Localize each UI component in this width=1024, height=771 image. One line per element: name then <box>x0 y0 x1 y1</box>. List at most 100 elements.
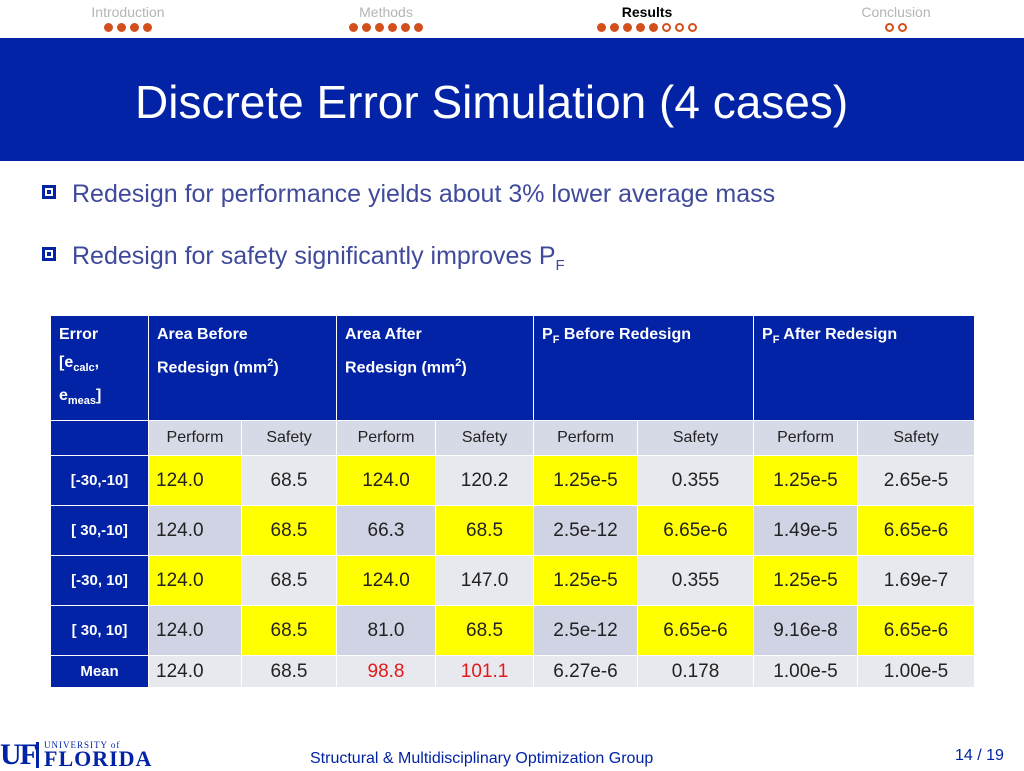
row-label: [-30,-10] <box>50 455 149 507</box>
logo-uf-mark: UF <box>0 738 38 771</box>
subheader-blank-cell <box>50 420 149 457</box>
table-row: [ 30, 10] 124.0 68.5 81.0 68.5 2.5e-12 6… <box>50 605 976 657</box>
nav-dot[interactable] <box>104 23 113 32</box>
nav-dots-methods <box>331 23 441 35</box>
subheader-cell: Perform <box>148 420 242 457</box>
header-text: P <box>762 326 773 343</box>
header-superscript: 2 <box>267 357 274 369</box>
nav-dot[interactable] <box>388 23 397 32</box>
table-cell: 1.00e-5 <box>857 655 976 689</box>
logo-florida-text: FLORIDA <box>44 746 153 771</box>
nav-dot[interactable] <box>649 23 658 32</box>
table-cell: 1.49e-5 <box>753 505 859 557</box>
bullet-square-icon <box>42 247 56 261</box>
nav-dot[interactable] <box>662 23 671 32</box>
header-text: After Redesign <box>779 326 898 343</box>
table-row: [-30, 10] 124.0 68.5 124.0 147.0 1.25e-5… <box>50 555 976 607</box>
table-cell: 66.3 <box>336 505 437 557</box>
nav-dots-introduction <box>82 23 174 35</box>
nav-label-methods[interactable]: Methods <box>359 4 413 20</box>
table-subheader-row: Perform Safety Perform Safety Perform Sa… <box>50 420 976 457</box>
header-text: [e <box>59 354 74 371</box>
nav-section-conclusion[interactable]: Conclusion <box>852 4 940 35</box>
nav-dot[interactable] <box>143 23 152 32</box>
table-header-row: Error [ecalc, emeas] Area Before Redesig… <box>50 314 976 422</box>
table-cell: 6.65e-6 <box>857 505 976 557</box>
table-cell: 9.16e-8 <box>753 605 859 657</box>
footer-group-name: Structural & Multidisciplinary Optimizat… <box>310 750 654 767</box>
table-cell: 1.69e-7 <box>857 555 976 607</box>
header-text: P <box>542 326 553 343</box>
nav-dot[interactable] <box>117 23 126 32</box>
table-cell: 6.65e-6 <box>857 605 976 657</box>
nav-dot[interactable] <box>414 23 423 32</box>
table-cell: 2.5e-12 <box>533 505 639 557</box>
nav-dot[interactable] <box>597 23 606 32</box>
nav-dot[interactable] <box>636 23 645 32</box>
header-subscript: F <box>552 334 560 347</box>
row-label: [-30, 10] <box>50 555 149 607</box>
table-cell: 6.65e-6 <box>637 605 755 657</box>
section-navigation: Introduction Methods Results Conclusion <box>0 0 1024 38</box>
subheader-cell: Perform <box>533 420 639 457</box>
table-cell: 81.0 <box>336 605 437 657</box>
nav-dots-results <box>583 23 711 35</box>
table-cell: 68.5 <box>240 605 338 657</box>
nav-dot[interactable] <box>401 23 410 32</box>
header-subscript: meas <box>67 395 97 408</box>
row-label: [ 30,-10] <box>50 505 149 557</box>
header-text: ) <box>461 359 467 377</box>
nav-dot[interactable] <box>610 23 619 32</box>
table-cell: 1.25e-5 <box>533 455 639 507</box>
nav-dot[interactable] <box>130 23 139 32</box>
table-row: [-30,-10] 124.0 68.5 124.0 120.2 1.25e-5… <box>50 455 976 507</box>
nav-label-conclusion[interactable]: Conclusion <box>861 4 931 20</box>
header-text: Redesign (mm <box>157 359 268 377</box>
table-cell: 0.355 <box>637 555 755 607</box>
header-text: Area After <box>345 326 422 343</box>
subheader-cell: Safety <box>435 420 535 457</box>
nav-dot[interactable] <box>675 23 684 32</box>
nav-dot[interactable] <box>688 23 697 32</box>
nav-section-results[interactable]: Results <box>583 4 711 35</box>
table-cell: 1.25e-5 <box>753 455 859 507</box>
table-cell: 1.25e-5 <box>753 555 859 607</box>
header-text: Redesign (mm <box>345 359 456 377</box>
nav-dot[interactable] <box>885 23 894 32</box>
table-cell: 101.1 <box>435 655 535 689</box>
nav-dot[interactable] <box>375 23 384 32</box>
subheader-cell: Perform <box>336 420 437 457</box>
table-cell: 6.65e-6 <box>637 505 755 557</box>
nav-dot[interactable] <box>349 23 358 32</box>
subheader-cell: Perform <box>753 420 859 457</box>
table-cell: 147.0 <box>435 555 535 607</box>
header-text: Error <box>59 326 99 343</box>
table-cell: 124.0 <box>148 605 242 657</box>
nav-dot[interactable] <box>623 23 632 32</box>
table-cell: 6.27e-6 <box>533 655 639 689</box>
header-error: Error [ecalc, emeas] <box>50 314 149 422</box>
table-cell: 68.5 <box>240 455 338 507</box>
subheader-cell: Safety <box>240 420 338 457</box>
header-pf-before: PF Before Redesign <box>533 314 755 422</box>
table-cell: 124.0 <box>148 655 242 689</box>
table-cell: 68.5 <box>240 505 338 557</box>
header-text: Before Redesign <box>559 326 692 343</box>
subheader-cell: Safety <box>857 420 976 457</box>
nav-label-results[interactable]: Results <box>621 4 673 20</box>
title-bar <box>0 38 1024 161</box>
table-cell: 0.178 <box>637 655 755 689</box>
results-table: Error [ecalc, emeas] Area Before Redesig… <box>50 314 976 689</box>
bullet-square-icon <box>42 185 56 199</box>
bullet-item: Redesign for performance yields about 3%… <box>42 179 775 209</box>
nav-label-introduction[interactable]: Introduction <box>91 4 165 20</box>
table-cell: 124.0 <box>336 555 437 607</box>
nav-dot[interactable] <box>362 23 371 32</box>
table-cell: 124.0 <box>148 555 242 607</box>
header-text: Area Before <box>157 326 248 343</box>
nav-dot[interactable] <box>898 23 907 32</box>
nav-section-introduction[interactable]: Introduction <box>82 4 174 35</box>
header-area-after: Area After Redesign (mm2) <box>336 314 535 422</box>
nav-section-methods[interactable]: Methods <box>331 4 441 35</box>
header-text: ) <box>273 359 279 377</box>
